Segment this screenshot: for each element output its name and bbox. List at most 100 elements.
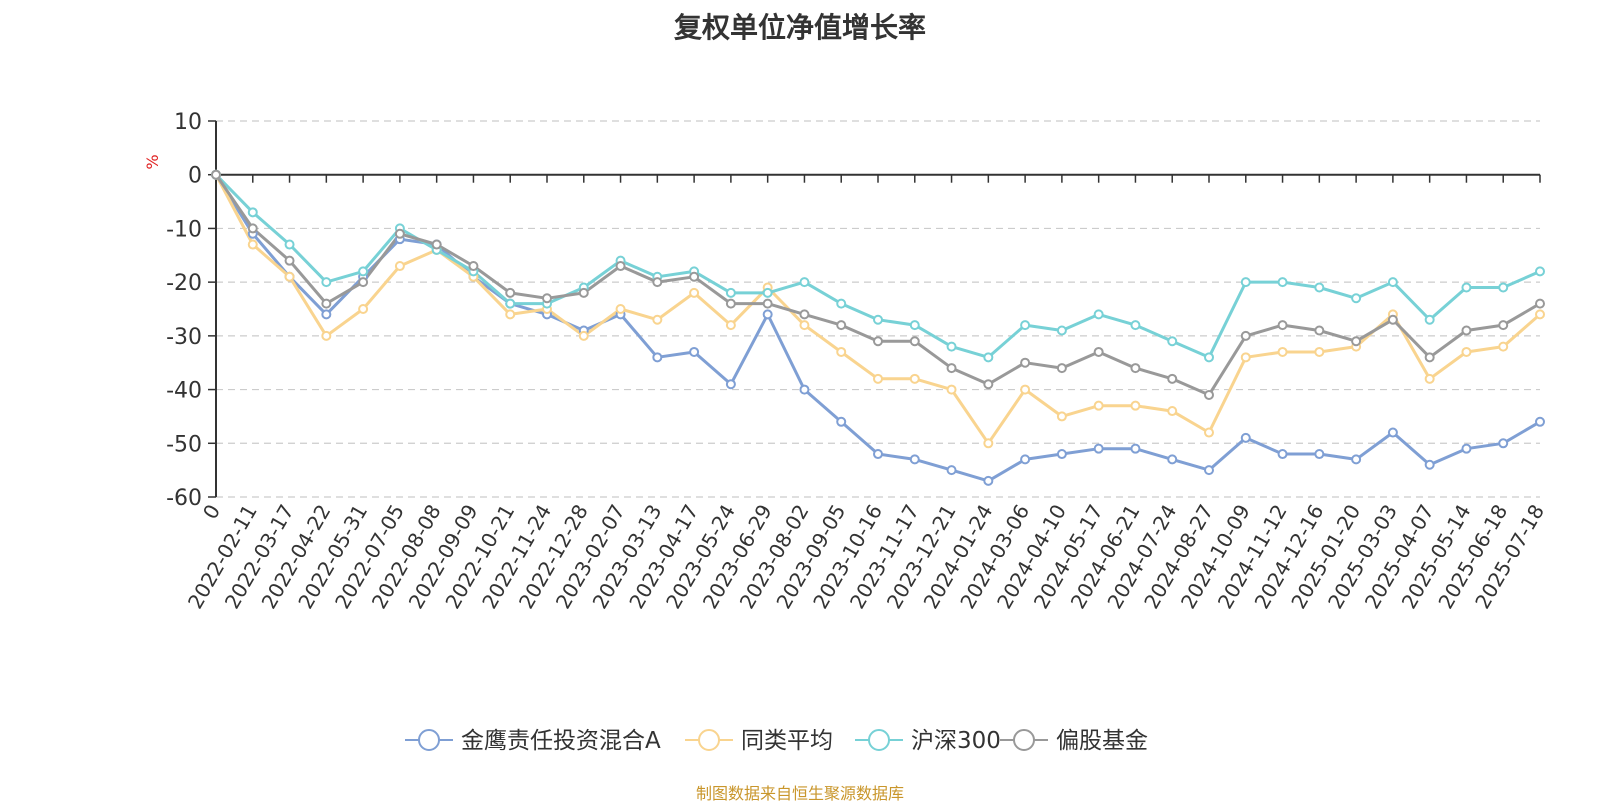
series-2-point-28[interactable] bbox=[1240, 277, 1251, 288]
series-0-point-17[interactable] bbox=[836, 416, 847, 427]
series-1-point-28[interactable] bbox=[1240, 352, 1251, 363]
series-1-point-30[interactable] bbox=[1314, 346, 1325, 357]
series-0-point-22[interactable] bbox=[1020, 454, 1031, 465]
legend-marker-3[interactable] bbox=[1013, 729, 1035, 751]
series-3-point-11[interactable] bbox=[615, 261, 626, 272]
series-line-1[interactable] bbox=[214, 174, 1541, 445]
series-line-3[interactable] bbox=[214, 173, 1541, 397]
series-0-point-21[interactable] bbox=[983, 475, 994, 486]
series-0-point-14[interactable] bbox=[725, 379, 736, 390]
series-3-point-25[interactable] bbox=[1130, 363, 1141, 374]
series-2-point-3[interactable] bbox=[321, 277, 332, 288]
series-3-point-36[interactable] bbox=[1535, 298, 1545, 309]
series-3-point-9[interactable] bbox=[542, 293, 552, 304]
series-1-point-20[interactable] bbox=[946, 384, 957, 395]
series-3-point-27[interactable] bbox=[1204, 389, 1214, 400]
series-2-point-26[interactable] bbox=[1167, 336, 1178, 347]
series-3-point-30[interactable] bbox=[1314, 325, 1325, 336]
series-1-point-36[interactable] bbox=[1535, 309, 1545, 320]
series-3-point-35[interactable] bbox=[1498, 320, 1509, 331]
series-0-point-23[interactable] bbox=[1056, 449, 1067, 460]
series-2-point-14[interactable] bbox=[725, 287, 736, 298]
series-3-point-12[interactable] bbox=[652, 277, 663, 288]
series-3-point-18[interactable] bbox=[873, 336, 883, 347]
series-3-point-2[interactable] bbox=[284, 255, 295, 266]
series-3-point-31[interactable] bbox=[1351, 336, 1362, 347]
series-1-point-22[interactable] bbox=[1020, 384, 1031, 395]
series-2-point-33[interactable] bbox=[1424, 314, 1435, 325]
series-0-point-30[interactable] bbox=[1314, 449, 1325, 460]
series-1-point-10[interactable] bbox=[578, 330, 589, 341]
series-1-point-35[interactable] bbox=[1498, 341, 1509, 352]
series-2-point-19[interactable] bbox=[909, 320, 920, 331]
series-2-point-31[interactable] bbox=[1351, 293, 1362, 304]
series-2-point-15[interactable] bbox=[762, 287, 773, 298]
legend-label-1[interactable]: 同类平均 bbox=[741, 728, 833, 754]
series-3-point-32[interactable] bbox=[1387, 314, 1398, 325]
series-0-point-36[interactable] bbox=[1535, 416, 1545, 427]
series-1-point-2[interactable] bbox=[284, 271, 295, 282]
series-3-point-22[interactable] bbox=[1020, 357, 1031, 368]
series-3-point-15[interactable] bbox=[762, 298, 773, 309]
series-0-point-3[interactable] bbox=[321, 309, 332, 320]
series-1-point-13[interactable] bbox=[689, 287, 700, 298]
series-3-point-0[interactable] bbox=[211, 169, 221, 180]
legend-label-3[interactable]: 偏股基金 bbox=[1056, 728, 1148, 754]
series-0-point-32[interactable] bbox=[1387, 427, 1398, 438]
series-3-point-1[interactable] bbox=[247, 223, 258, 234]
series-0-point-26[interactable] bbox=[1167, 454, 1178, 465]
series-3-point-3[interactable] bbox=[321, 298, 332, 309]
series-1-point-16[interactable] bbox=[799, 320, 810, 331]
series-1-point-19[interactable] bbox=[909, 373, 920, 384]
series-3-point-23[interactable] bbox=[1056, 363, 1067, 374]
series-2-point-4[interactable] bbox=[358, 266, 369, 277]
series-3-point-5[interactable] bbox=[394, 228, 405, 239]
series-0-point-12[interactable] bbox=[652, 352, 663, 363]
series-1-point-24[interactable] bbox=[1093, 400, 1104, 411]
series-2-point-17[interactable] bbox=[836, 298, 847, 309]
series-3-point-14[interactable] bbox=[725, 298, 736, 309]
series-1-point-26[interactable] bbox=[1167, 406, 1178, 417]
legend-marker-0[interactable] bbox=[418, 729, 440, 751]
series-line-0[interactable] bbox=[214, 173, 1541, 483]
series-3-point-16[interactable] bbox=[799, 309, 810, 320]
series-3-point-8[interactable] bbox=[505, 287, 516, 298]
series-3-point-34[interactable] bbox=[1461, 325, 1472, 336]
series-2-point-21[interactable] bbox=[983, 352, 994, 363]
series-2-point-27[interactable] bbox=[1204, 352, 1214, 363]
series-0-point-20[interactable] bbox=[946, 465, 957, 476]
series-0-point-13[interactable] bbox=[689, 346, 700, 357]
series-0-point-27[interactable] bbox=[1204, 465, 1214, 476]
series-1-point-1[interactable] bbox=[247, 239, 258, 250]
series-1-point-17[interactable] bbox=[836, 346, 847, 357]
series-2-point-36[interactable] bbox=[1535, 266, 1545, 277]
series-1-point-21[interactable] bbox=[983, 438, 994, 449]
series-3-point-26[interactable] bbox=[1167, 373, 1178, 384]
series-1-point-25[interactable] bbox=[1130, 400, 1141, 411]
series-0-point-16[interactable] bbox=[799, 384, 810, 395]
series-3-point-7[interactable] bbox=[468, 261, 479, 272]
series-1-point-5[interactable] bbox=[394, 261, 405, 272]
series-2-point-34[interactable] bbox=[1461, 282, 1472, 293]
series-1-point-14[interactable] bbox=[725, 320, 736, 331]
series-0-point-34[interactable] bbox=[1461, 443, 1472, 454]
series-3-point-4[interactable] bbox=[358, 277, 369, 288]
series-2-point-29[interactable] bbox=[1277, 277, 1288, 288]
series-2-point-2[interactable] bbox=[284, 239, 295, 250]
series-3-point-6[interactable] bbox=[431, 239, 442, 250]
series-0-point-35[interactable] bbox=[1498, 438, 1509, 449]
series-2-point-35[interactable] bbox=[1498, 282, 1509, 293]
series-1-point-34[interactable] bbox=[1461, 346, 1472, 357]
series-3-point-19[interactable] bbox=[909, 336, 920, 347]
series-3-point-17[interactable] bbox=[836, 320, 847, 331]
series-2-point-16[interactable] bbox=[799, 277, 810, 288]
series-3-point-28[interactable] bbox=[1240, 330, 1251, 341]
series-1-point-8[interactable] bbox=[505, 309, 516, 320]
series-2-point-32[interactable] bbox=[1387, 277, 1398, 288]
series-2-point-1[interactable] bbox=[247, 207, 258, 218]
series-1-point-23[interactable] bbox=[1056, 411, 1067, 422]
series-1-point-12[interactable] bbox=[652, 314, 663, 325]
series-0-point-15[interactable] bbox=[762, 309, 773, 320]
series-0-point-18[interactable] bbox=[873, 449, 883, 460]
series-0-point-28[interactable] bbox=[1240, 432, 1251, 443]
